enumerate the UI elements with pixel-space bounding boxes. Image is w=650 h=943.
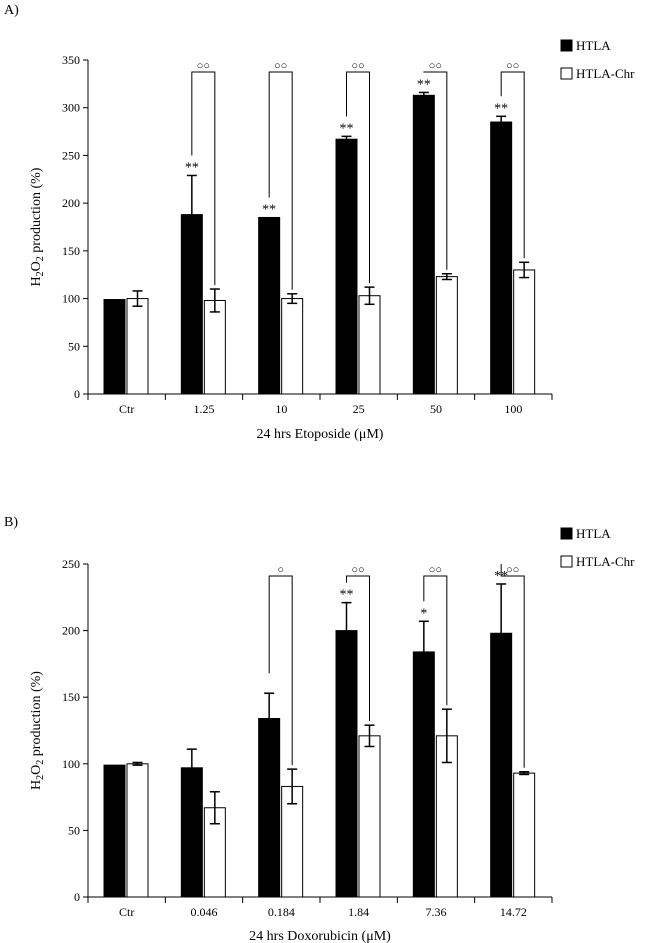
x-tick-label-a: Ctr <box>119 402 134 416</box>
bracket-label-b: ○○ <box>429 564 442 576</box>
x-tick-label-a: 1.25 <box>194 402 215 416</box>
bar-b-htlachr <box>358 735 381 898</box>
x-tick-label-b: 0.046 <box>191 905 218 919</box>
x-tick-label-a: 100 <box>504 402 522 416</box>
legend-b-htla-label: HTLA <box>576 526 611 541</box>
panel-label-b: B) <box>4 515 18 530</box>
bracket-label-b: ○ <box>277 564 284 576</box>
y-tick-label-a: 100 <box>62 292 80 306</box>
bar-a-htla <box>412 94 435 395</box>
x-tick-label-b: 14.72 <box>500 905 527 919</box>
x-tick-label-a: 50 <box>430 402 442 416</box>
bracket-b <box>346 575 370 722</box>
significance-a: ** <box>417 77 431 92</box>
bar-a-htla <box>258 216 281 395</box>
y-tick-label-b: 150 <box>62 690 80 704</box>
bracket-b <box>268 575 293 766</box>
legend-a-htlachr-swatch <box>560 67 573 80</box>
plot-b: 0 50 100 150 200 250 H2O2 production (%) 24 hrs… <box>29 557 553 943</box>
bar-a-htla <box>103 299 126 395</box>
bracket-label-a: ○○ <box>506 60 519 72</box>
bracket-label-a: ○○ <box>197 60 210 72</box>
y-axis-label-a: H2O2 production (%) <box>29 167 46 286</box>
legend-b-htlachr-swatch <box>560 555 573 568</box>
x-tick-label-b: Ctr <box>119 905 134 919</box>
y-tick-label-a: 50 <box>68 339 80 353</box>
bracket-b <box>423 575 448 706</box>
bar-a-htla <box>335 138 358 395</box>
y-tick-label-b: 250 <box>62 557 80 571</box>
significance-a: ** <box>340 121 354 136</box>
y-axis-label-b: H2O2 production (%) <box>29 671 46 790</box>
bar-b-htla <box>335 630 358 898</box>
legend-a-htla-swatch <box>560 39 573 52</box>
bar-a-htlachr <box>358 295 381 395</box>
x-tick-label-b: 7.36 <box>426 905 447 919</box>
bar-b-htlachr <box>126 763 149 898</box>
bracket-label-a: ○○ <box>274 60 287 72</box>
y-tick-label-a: 350 <box>62 53 80 67</box>
bar-b-htla <box>412 651 435 898</box>
bracket-label-a: ○○ <box>429 60 442 72</box>
y-tick-label-a: 300 <box>62 101 80 115</box>
legend-b-htla-swatch <box>560 527 573 540</box>
x-axis-label-b: 24 hrs Doxorubicin (μM) <box>249 929 391 943</box>
y-tick-label-a: 150 <box>62 244 80 258</box>
legend-a: HTLA HTLA-Chr <box>560 38 635 81</box>
y-tick-label-b: 0 <box>74 890 80 904</box>
panel-b: B) HTLA HTLA-Chr 0 50 100 150 200 250 H2O2 pro… <box>4 515 635 943</box>
y-tick-label-a: 200 <box>62 196 80 210</box>
significance-a: ** <box>262 202 276 217</box>
bracket-a <box>346 71 370 284</box>
bracket-a <box>423 71 448 270</box>
legend-b: HTLA HTLA-Chr <box>560 526 635 569</box>
y-tick-label-b: 50 <box>68 823 80 837</box>
bar-b-htla <box>103 764 126 898</box>
x-tick-label-b: 1.84 <box>348 905 369 919</box>
y-tick-label-b: 200 <box>62 624 80 638</box>
bar-a-htlachr <box>203 299 226 395</box>
bar-a-htla <box>490 121 513 395</box>
x-tick-label-b: 0.184 <box>268 905 295 919</box>
panel-a: A) HTLA HTLA-Chr 0 50 100 150 200 250 300 350 H2… <box>4 3 635 442</box>
x-tick-label-a: 25 <box>353 402 365 416</box>
bracket-b <box>500 563 525 768</box>
significance-b: * <box>420 606 427 621</box>
bar-b-htlachr <box>513 772 536 898</box>
legend-b-htlachr-label: HTLA-Chr <box>576 554 635 569</box>
bracket-label-b: ○○ <box>506 564 519 576</box>
bar-a-htlachr <box>126 298 149 395</box>
plot-a: 0 50 100 150 200 250 300 350 H2O2 production (%)… <box>29 53 553 442</box>
x-axis-label-a: 24 hrs Etoposide (μM) <box>257 427 384 442</box>
y-tick-label-b: 100 <box>62 757 80 771</box>
legend-a-htla-label: HTLA <box>576 38 611 53</box>
bracket-label-a: ○○ <box>351 60 364 72</box>
bracket-a <box>500 71 525 259</box>
panel-label-a: A) <box>4 3 19 18</box>
y-tick-label-a: 0 <box>74 387 80 401</box>
significance-a: ** <box>494 101 508 116</box>
bracket-a <box>191 71 216 286</box>
significance-a: ** <box>185 160 199 175</box>
legend-a-htlachr-label: HTLA-Chr <box>576 66 635 81</box>
bracket-label-b: ○○ <box>351 564 364 576</box>
y-tick-label-a: 250 <box>62 148 80 162</box>
bar-a-htlachr <box>281 298 304 395</box>
bar-a-htlachr <box>435 276 458 395</box>
bracket-a <box>268 71 293 290</box>
bar-b-htla <box>258 718 281 898</box>
significance-b: ** <box>340 588 354 603</box>
x-tick-label-a: 10 <box>275 402 287 416</box>
bar-a-htlachr <box>513 269 536 395</box>
